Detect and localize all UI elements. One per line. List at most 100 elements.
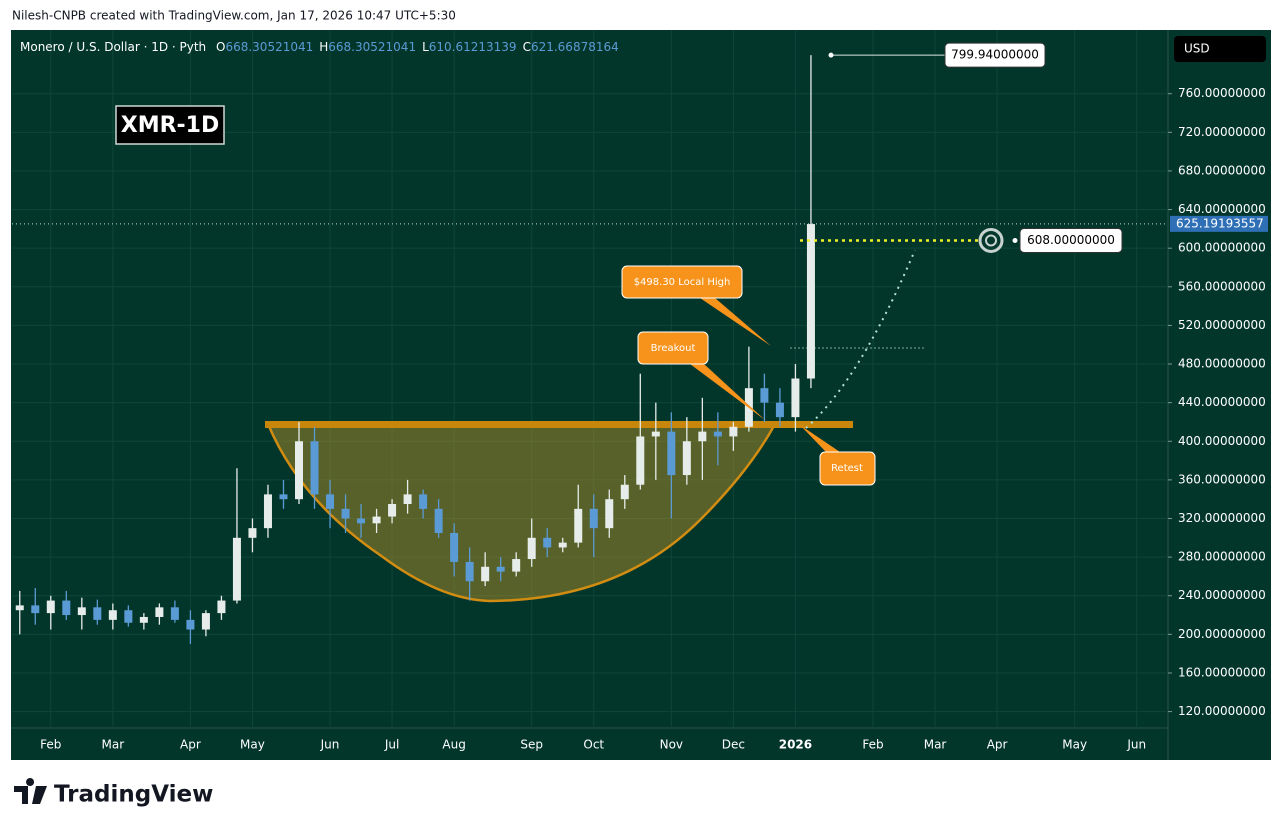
callout-text: Breakout: [651, 343, 696, 354]
candle-body: [620, 484, 629, 500]
candle-body: [434, 508, 443, 533]
candle-body: [419, 494, 428, 509]
y-tick-label: 600.00000000: [1178, 241, 1266, 255]
candle-body: [450, 532, 459, 562]
candle-body: [295, 441, 303, 500]
candle-body: [372, 516, 381, 524]
x-tick-label: Nov: [660, 738, 683, 752]
candle-body: [543, 537, 552, 548]
grid: [12, 30, 1172, 728]
candle-body: [186, 619, 195, 630]
y-tick-label: 480.00000000: [1178, 357, 1266, 371]
candles: [15, 55, 815, 645]
candle-body: [170, 607, 179, 620]
candle-body: [729, 426, 738, 437]
x-tick-label: Jun: [1126, 738, 1146, 752]
price-label-box: [1019, 227, 1123, 253]
candle-body: [605, 499, 614, 529]
candle-body: [682, 441, 691, 476]
candle-body: [481, 566, 490, 582]
y-tick-label: 560.00000000: [1178, 279, 1266, 293]
candle-body: [155, 607, 164, 617]
price-label: 608.00000000: [1027, 233, 1115, 247]
ohlc-key: C: [523, 40, 531, 54]
x-tick-label: Aug: [442, 738, 465, 752]
ohlc-value: 668.30521041: [225, 40, 313, 54]
y-tick-label: 320.00000000: [1178, 511, 1266, 525]
candle-body: [108, 610, 117, 620]
y-tick-label: 400.00000000: [1178, 434, 1266, 448]
target-ring: [978, 227, 1004, 253]
footer-brand: TradingView: [54, 782, 213, 808]
projection-path: [805, 249, 916, 429]
candle-body: [558, 542, 567, 548]
x-tick-label: Jul: [384, 738, 399, 752]
x-tick-label: Mar: [924, 738, 947, 752]
callout-pointer: [690, 364, 765, 420]
overlay: 625.19193557 799.94000000 608.00000000: [12, 42, 1268, 253]
candle-body: [232, 537, 241, 601]
candle-body: [217, 600, 226, 614]
candle-body: [806, 224, 815, 379]
y-tick-label: 200.00000000: [1178, 627, 1266, 641]
ohlc-key: O: [216, 40, 225, 54]
cup-shape: [266, 422, 778, 603]
callout-pointer: [700, 298, 771, 346]
candle-body: [775, 402, 784, 418]
y-tick-label: 520.00000000: [1178, 318, 1266, 332]
y-tick-label: 120.00000000: [1178, 704, 1266, 718]
x-tick-label: Jun: [320, 738, 340, 752]
header: Nilesh-CNPB created with TradingView.com…: [12, 9, 456, 23]
currency-box[interactable]: [1174, 36, 1266, 62]
ohlc-key: L: [422, 40, 429, 54]
symbol-box: [115, 105, 225, 145]
cup-rim: [265, 421, 853, 428]
candle-body: [698, 431, 707, 442]
candle-body: [341, 508, 350, 519]
callout-text: $498.30 Local High: [634, 277, 731, 288]
last-price-label: 625.19193557: [1176, 216, 1264, 230]
candle-body: [124, 610, 133, 623]
price-label-box: [944, 42, 1046, 68]
candle-body: [713, 431, 722, 437]
ohlc-value: 610.61213139: [429, 40, 517, 54]
candle-body: [589, 508, 598, 529]
candle-body: [636, 436, 645, 485]
candle-body: [279, 494, 288, 500]
callout-pointer: [800, 425, 840, 452]
symbol-box-text: XMR-1D: [121, 113, 220, 138]
x-tick-label: Mar: [102, 738, 125, 752]
candle-body: [791, 378, 800, 418]
candle-body: [201, 613, 210, 630]
target-ring: [985, 234, 997, 247]
y-tick-label: 680.00000000: [1178, 163, 1266, 177]
ohlc-value: 668.30521041: [328, 40, 416, 54]
candle-body: [248, 528, 257, 538]
x-tick-label: Dec: [722, 738, 745, 752]
y-tick-label: 440.00000000: [1178, 395, 1266, 409]
chart-bg: [11, 30, 1271, 760]
target-dot: [1012, 237, 1018, 243]
x-tick-label: Feb: [40, 738, 61, 752]
candle-body: [403, 494, 412, 505]
x-tick-label: 2026: [779, 738, 812, 752]
candle-body: [760, 388, 769, 403]
legend: Monero / U.S. Dollar · 1D · Pyth O668.30…: [20, 40, 619, 54]
y-tick-label: 760.00000000: [1178, 86, 1266, 100]
candle-body: [310, 441, 319, 495]
currency[interactable]: USD: [1184, 42, 1210, 56]
y-tick-label: 720.00000000: [1178, 125, 1266, 139]
candle-body: [15, 605, 24, 611]
x-tick-label: May: [240, 738, 265, 752]
high-dot: [828, 52, 834, 58]
ohlc-value: 621.66878164: [531, 40, 619, 54]
callout: [621, 265, 743, 299]
candle-body: [326, 494, 335, 509]
candle-body: [31, 605, 40, 614]
x-tick-label: May: [1062, 738, 1087, 752]
callout-text: Retest: [831, 463, 863, 474]
x-tick-label: Feb: [862, 738, 883, 752]
y-tick-label: 240.00000000: [1178, 588, 1266, 602]
